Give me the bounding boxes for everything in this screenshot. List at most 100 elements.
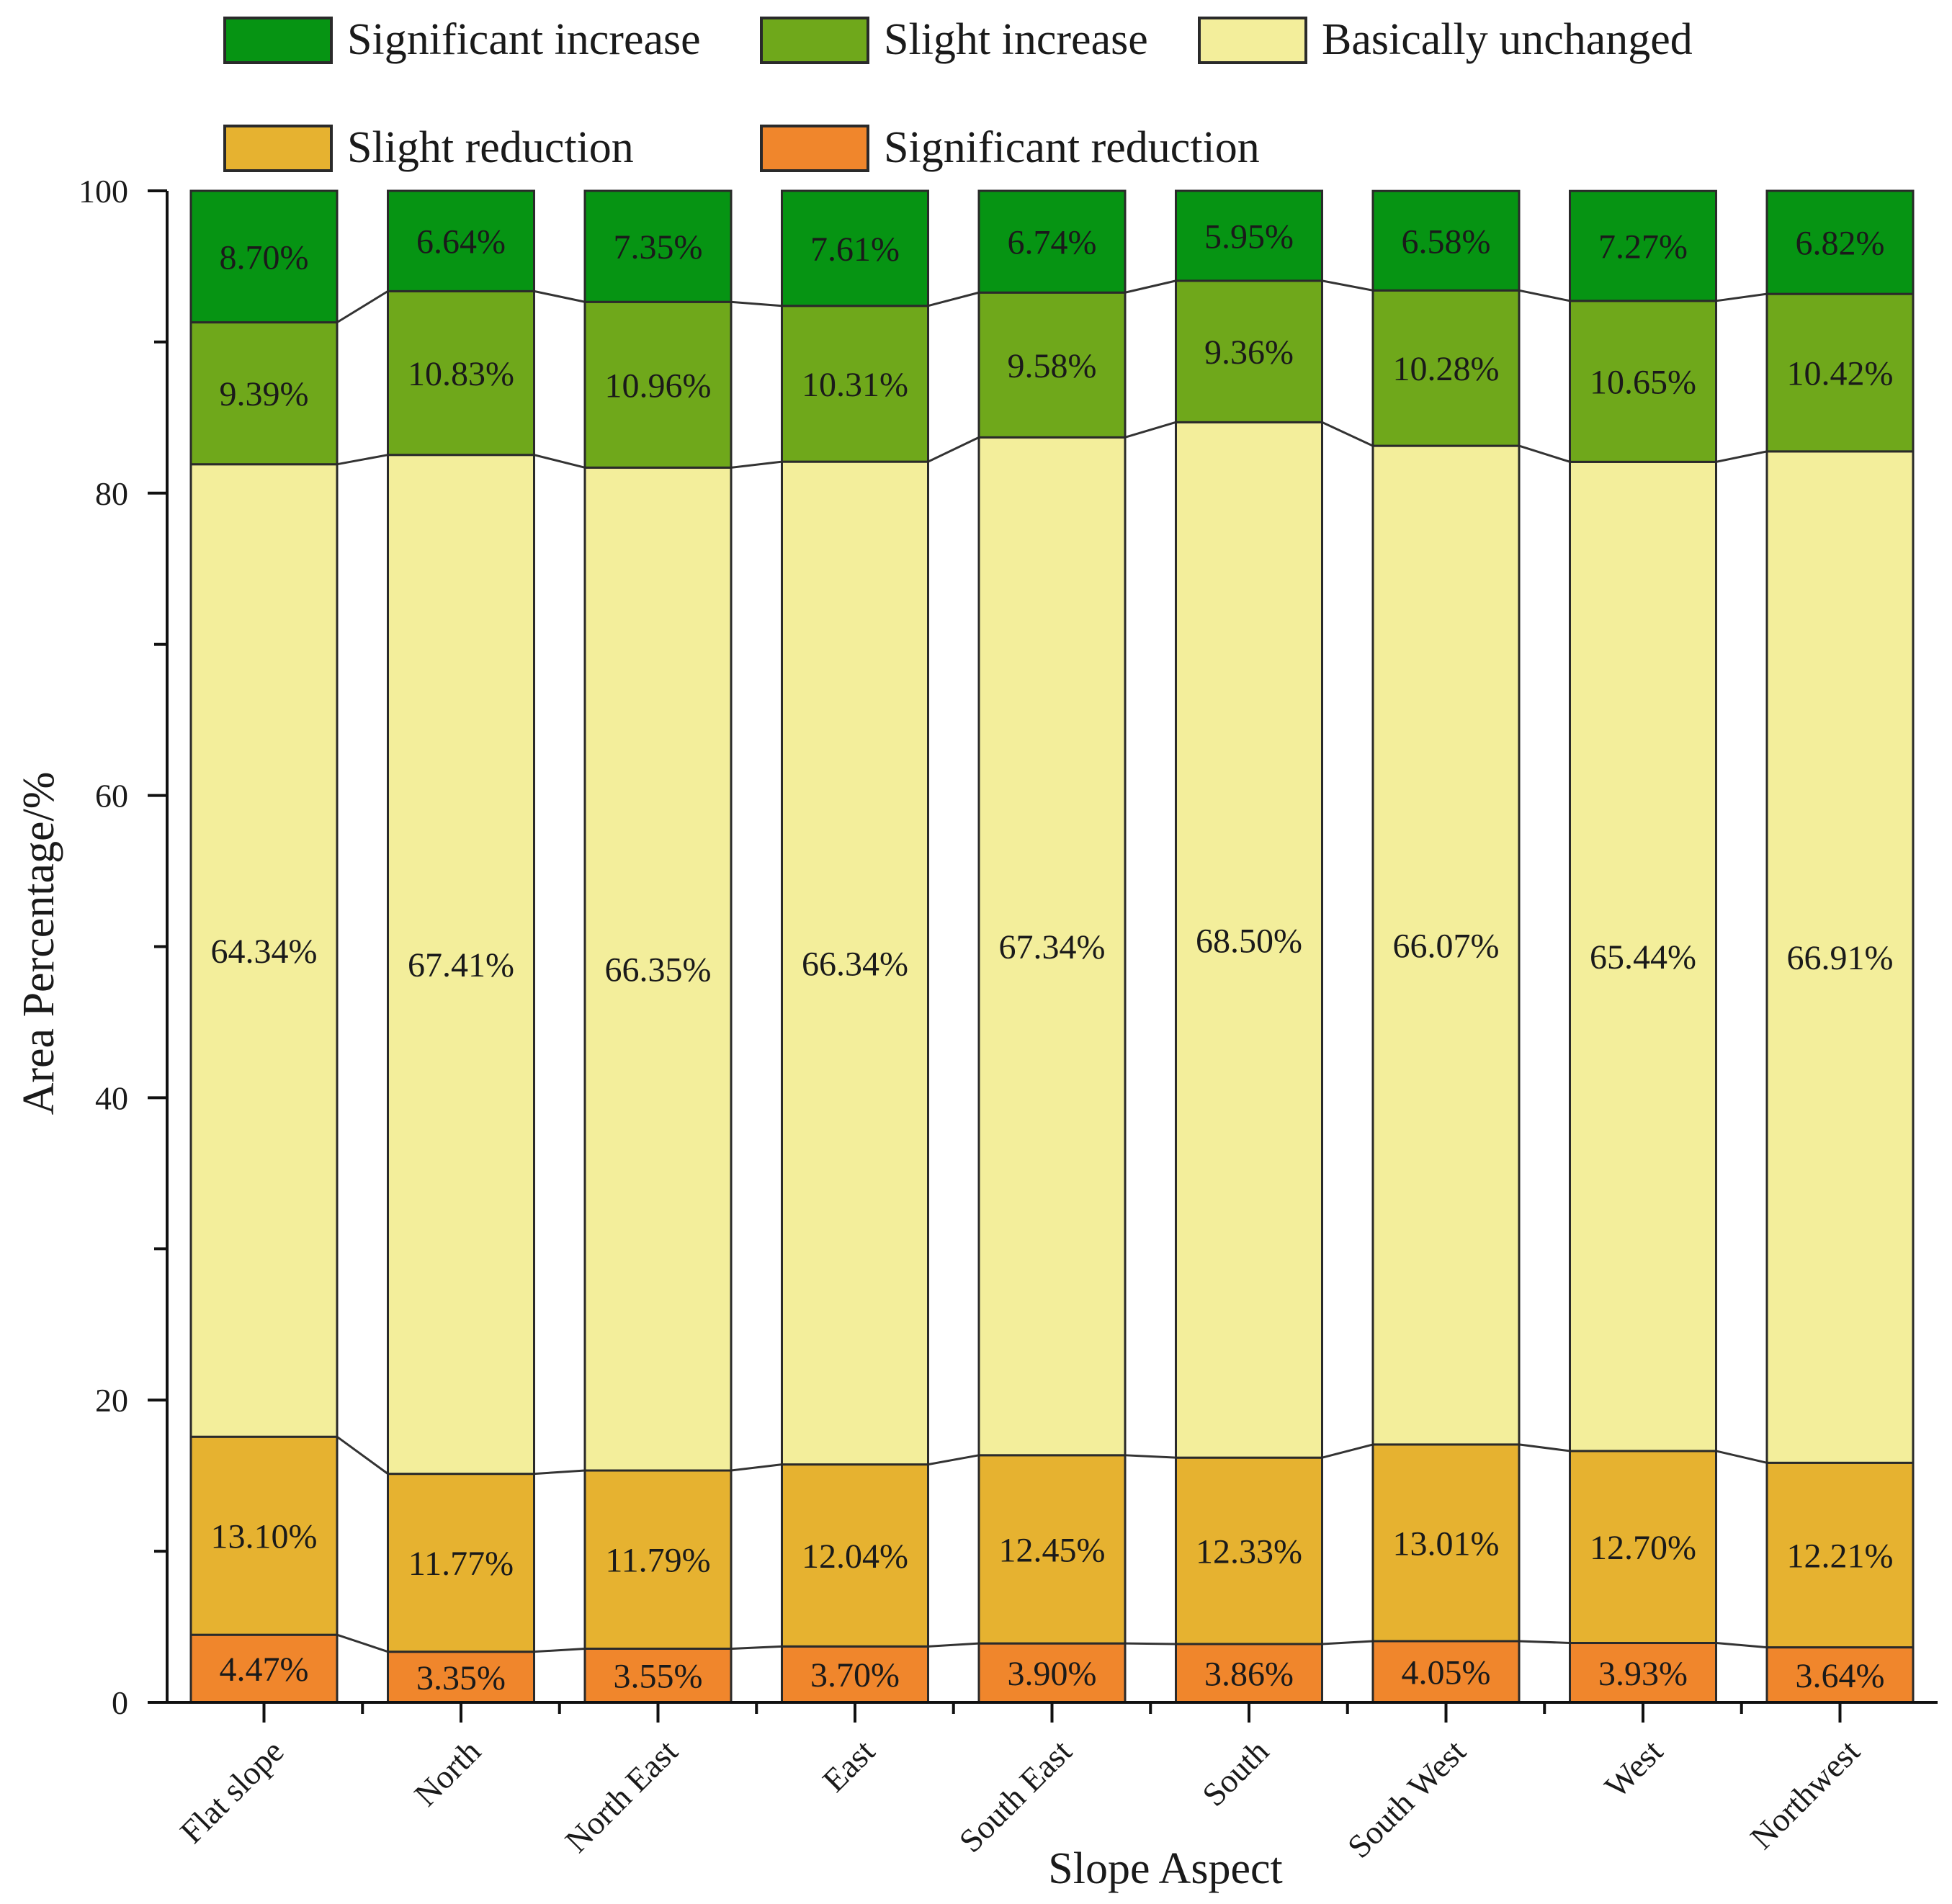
value-label: 10.31% — [802, 366, 908, 404]
value-label: 12.04% — [802, 1537, 908, 1576]
y-tick-label: 20 — [95, 1382, 128, 1419]
value-label: 3.93% — [1598, 1655, 1688, 1693]
value-label: 10.96% — [605, 367, 712, 405]
bar-segment-significant-increase-north — [387, 189, 535, 292]
connector-line — [1124, 1642, 1176, 1645]
value-labels-group: 4.47% 13.10% 64.34% 9.39% 8.70% 3.35% 11.77% 67… — [211, 217, 1894, 1697]
value-label: 7.27% — [1598, 228, 1688, 266]
bar-segment-slight-reduction-east — [781, 1463, 929, 1648]
x-tick-label-north: North — [407, 1733, 488, 1813]
y-tick-label: 0 — [112, 1684, 128, 1721]
value-label: 12.45% — [999, 1531, 1106, 1569]
value-label: 10.65% — [1590, 364, 1696, 402]
legend-label: Slight reduction — [347, 123, 634, 172]
legend-item-slight-reduction: Slight reduction — [223, 123, 634, 172]
bars-group — [189, 189, 1915, 1704]
value-label: 12.21% — [1787, 1537, 1894, 1575]
x-tick-label-north-east: North East — [558, 1733, 684, 1859]
legend-swatch — [760, 125, 869, 172]
value-label: 12.70% — [1590, 1529, 1696, 1567]
value-label: 13.01% — [1393, 1524, 1500, 1563]
connector-line — [336, 290, 389, 323]
bar-segment-basically-unchanged-north-east — [583, 466, 733, 1472]
legend-item-significant-increase: Significant increase — [223, 15, 701, 64]
connector-line — [1322, 1640, 1374, 1645]
value-label: 66.35% — [605, 951, 712, 989]
x-tick-label-flat-slope: Flat slope — [173, 1733, 290, 1850]
bar-segment-slight-reduction-west — [1569, 1450, 1717, 1645]
connector-line — [1518, 289, 1570, 302]
value-label: 3.70% — [810, 1656, 900, 1694]
x-tick-label-south-west: South West — [1340, 1733, 1473, 1865]
value-label: 13.10% — [211, 1518, 318, 1556]
bar-segment-significant-increase-west — [1569, 189, 1717, 302]
legend-swatch — [760, 17, 869, 64]
value-label: 11.79% — [605, 1542, 710, 1580]
value-label: 12.33% — [1196, 1533, 1302, 1571]
value-label: 7.35% — [614, 228, 703, 266]
value-label: 3.64% — [1796, 1657, 1885, 1695]
value-label: 6.82% — [1796, 225, 1885, 263]
connector-line — [534, 1469, 586, 1476]
value-label: 10.28% — [1393, 350, 1500, 388]
connector-line — [730, 300, 782, 307]
value-label: 66.91% — [1787, 939, 1894, 977]
value-label: 68.50% — [1196, 922, 1302, 960]
bar-segment-significant-increase-northwest — [1765, 189, 1915, 295]
connector-line — [1322, 1443, 1374, 1459]
value-label: 9.58% — [1008, 347, 1097, 385]
value-label: 3.86% — [1204, 1655, 1294, 1693]
value-label: 8.70% — [220, 238, 309, 277]
connector-line — [1716, 1450, 1768, 1464]
value-label: 6.74% — [1008, 224, 1097, 262]
y-tick-label: 40 — [95, 1079, 128, 1116]
bar-segment-slight-increase-west — [1569, 300, 1717, 463]
connector-line — [730, 460, 782, 469]
legend-item-significant-reduction: Significant reduction — [760, 123, 1260, 172]
value-label: 9.39% — [220, 375, 309, 413]
bar-segment-basically-unchanged-north — [387, 454, 535, 1476]
y-tick-label: 60 — [95, 778, 128, 814]
value-label: 66.34% — [802, 945, 908, 983]
value-label: 6.58% — [1402, 223, 1491, 261]
bar-segment-slight-reduction-south-west — [1371, 1443, 1521, 1643]
bar-segment-significant-increase-south-west — [1371, 189, 1521, 292]
bar-segment-basically-unchanged-west — [1569, 460, 1717, 1452]
bar-segment-basically-unchanged-south-west — [1371, 444, 1521, 1446]
bar-segment-significant-reduction-south-west — [1371, 1640, 1521, 1704]
connector-line — [534, 289, 586, 303]
bar-segment-slight-increase-east — [781, 305, 929, 463]
x-ticks: Flat slope North North East East South East S… — [173, 1702, 1867, 1865]
bar-segment-basically-unchanged-flat-slope — [189, 463, 339, 1438]
value-label: 4.47% — [220, 1651, 309, 1689]
connector-line — [534, 454, 586, 469]
value-label: 11.77% — [408, 1545, 514, 1583]
legend-label: Significant increase — [347, 15, 701, 64]
bar-segment-basically-unchanged-south-east — [977, 436, 1127, 1457]
bar-segment-significant-increase-south — [1175, 189, 1323, 282]
bar-segment-basically-unchanged-south — [1175, 421, 1323, 1459]
value-label: 10.83% — [408, 355, 514, 393]
x-tick-label-south: South — [1195, 1733, 1276, 1813]
bar-segment-slight-reduction-north — [387, 1473, 535, 1653]
connector-line — [730, 1645, 782, 1650]
legend-swatch — [223, 125, 333, 172]
legend-item-basically-unchanged: Basically unchanged — [1198, 15, 1693, 64]
bar-segment-significant-reduction-east — [781, 1645, 929, 1704]
connector-line — [534, 1647, 586, 1653]
value-label: 4.05% — [1402, 1653, 1491, 1692]
legend-label: Significant reduction — [884, 123, 1260, 172]
value-label: 67.41% — [408, 946, 514, 984]
x-tick-label-south-east: South East — [952, 1733, 1078, 1859]
bar-segment-basically-unchanged-northwest — [1765, 450, 1915, 1464]
connector-line — [1518, 1640, 1570, 1645]
bar-segment-slight-reduction-flat-slope — [189, 1435, 339, 1636]
value-label: 3.35% — [416, 1659, 506, 1697]
value-label: 6.64% — [416, 223, 506, 261]
y-tick-label: 100 — [79, 173, 128, 210]
bar-segment-slight-increase-north-east — [583, 300, 733, 469]
legend-swatch — [1198, 17, 1307, 64]
x-tick-label-east: East — [815, 1733, 882, 1799]
legend-item-slight-increase: Slight increase — [760, 15, 1148, 64]
